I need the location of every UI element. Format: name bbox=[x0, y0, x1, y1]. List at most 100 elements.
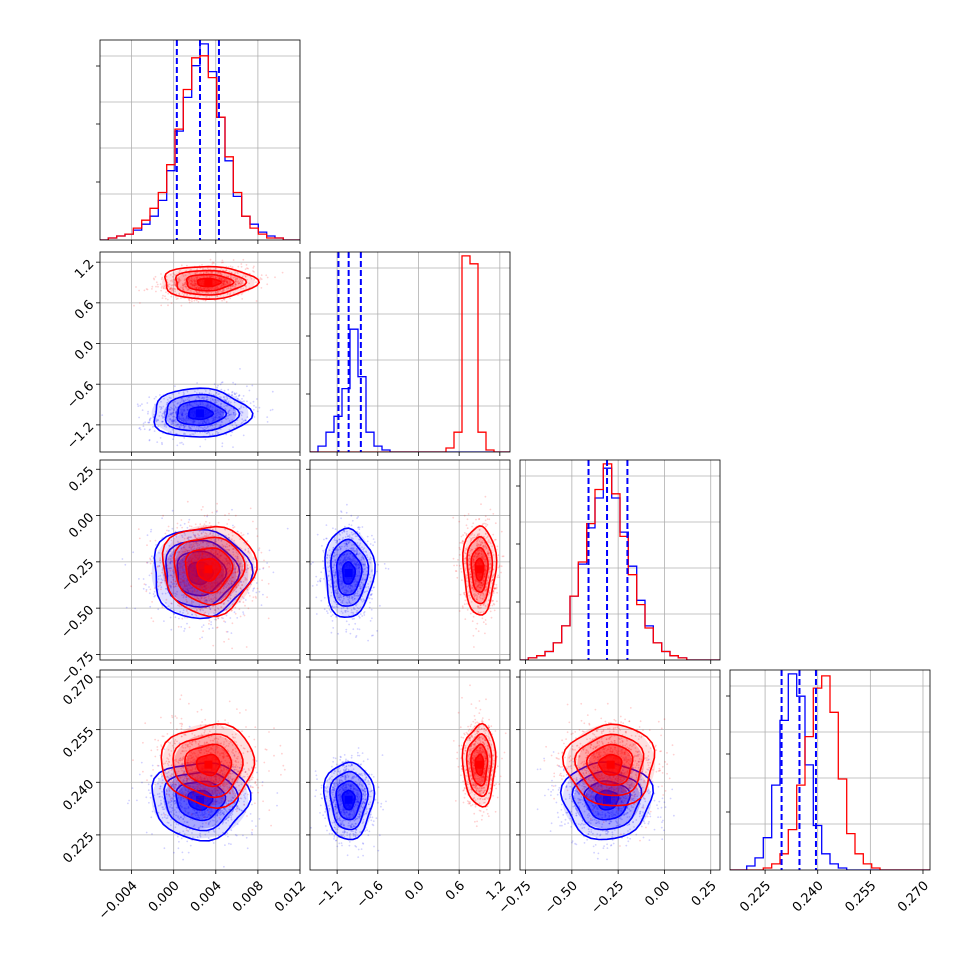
scatter-point bbox=[198, 290, 201, 293]
scatter-point bbox=[220, 273, 223, 276]
scatter-point bbox=[215, 422, 218, 425]
scatter-point bbox=[210, 275, 213, 278]
scatter-point bbox=[354, 622, 357, 625]
scatter-point bbox=[206, 599, 208, 602]
scatter-point bbox=[197, 396, 200, 399]
scatter-point bbox=[232, 413, 235, 416]
scatter-point bbox=[312, 561, 314, 564]
scatter-point bbox=[186, 500, 189, 503]
scatter-point bbox=[205, 288, 208, 290]
scatter-point bbox=[154, 275, 157, 278]
scatter-point bbox=[205, 599, 207, 601]
scatter-point bbox=[210, 275, 213, 277]
scatter-point bbox=[185, 412, 188, 415]
scatter-point bbox=[158, 405, 161, 408]
scatter-point bbox=[224, 283, 227, 285]
scatter-point bbox=[195, 428, 197, 431]
scatter-point bbox=[372, 544, 374, 547]
scatter-point bbox=[205, 398, 208, 401]
scatter-point bbox=[245, 646, 248, 648]
scatter-point bbox=[191, 298, 193, 301]
scatter-point bbox=[234, 271, 237, 274]
scatter-point bbox=[237, 282, 240, 285]
scatter-point bbox=[240, 406, 242, 409]
scatter-point bbox=[484, 515, 487, 518]
scatter-point bbox=[469, 612, 472, 615]
scatter-point bbox=[183, 571, 186, 574]
scatter-point bbox=[179, 566, 182, 569]
scatter-point bbox=[201, 401, 204, 404]
scatter-point bbox=[195, 276, 197, 278]
scatter-point bbox=[188, 403, 191, 406]
scatter-point bbox=[205, 272, 208, 274]
scatter-point bbox=[262, 567, 265, 570]
scatter-point bbox=[170, 286, 173, 289]
scatter-point bbox=[210, 623, 213, 626]
scatter-point bbox=[357, 526, 359, 529]
scatter-point bbox=[164, 536, 167, 538]
scatter-point bbox=[219, 554, 222, 557]
scatter-point bbox=[151, 426, 154, 428]
scatter-point bbox=[211, 556, 214, 559]
scatter-point bbox=[236, 278, 239, 281]
scatter-point bbox=[222, 279, 225, 282]
scatter-point bbox=[274, 276, 276, 279]
scatter-point bbox=[220, 290, 223, 293]
scatter-point bbox=[337, 632, 339, 635]
scatter-point bbox=[160, 400, 162, 403]
scatter-point bbox=[184, 399, 187, 402]
scatter-point bbox=[238, 608, 241, 611]
scatter-point bbox=[183, 532, 186, 534]
scatter-point bbox=[190, 560, 193, 563]
scatter-point bbox=[183, 281, 186, 284]
scatter-point bbox=[244, 268, 247, 271]
scatter-point bbox=[163, 423, 166, 425]
scatter-point bbox=[150, 617, 153, 619]
scatter-point bbox=[243, 614, 246, 617]
scatter-point bbox=[387, 568, 390, 570]
scatter-point bbox=[230, 287, 232, 290]
scatter-point bbox=[205, 420, 208, 422]
scatter-point bbox=[367, 639, 369, 642]
scatter-point bbox=[195, 287, 198, 289]
scatter-point bbox=[234, 606, 237, 609]
scatter-point bbox=[229, 598, 232, 600]
scatter-point bbox=[384, 567, 387, 570]
scatter-point bbox=[198, 425, 201, 428]
scatter-point bbox=[191, 286, 194, 289]
scatter-point bbox=[205, 427, 208, 430]
scatter-point bbox=[188, 399, 191, 402]
scatter-point bbox=[203, 421, 206, 423]
scatter-point bbox=[174, 418, 177, 421]
scatter-point bbox=[150, 530, 152, 533]
scatter-point bbox=[191, 283, 194, 286]
scatter-point bbox=[223, 398, 226, 400]
scatter-point bbox=[222, 396, 225, 399]
scatter-point bbox=[153, 587, 156, 590]
scatter-point bbox=[212, 581, 215, 584]
scatter-point bbox=[220, 405, 222, 408]
scatter-point bbox=[247, 607, 250, 610]
scatter-point bbox=[185, 270, 188, 272]
scatter-point bbox=[180, 626, 183, 628]
scatter-point bbox=[172, 290, 175, 292]
scatter-point bbox=[272, 571, 275, 574]
scatter-point bbox=[211, 408, 214, 411]
scatter-point bbox=[160, 578, 163, 581]
scatter-point bbox=[214, 538, 217, 541]
scatter-point bbox=[258, 278, 261, 281]
scatter-point bbox=[232, 284, 235, 287]
scatter-point bbox=[159, 411, 162, 413]
scatter-point bbox=[214, 416, 216, 419]
scatter-point bbox=[182, 609, 185, 612]
scatter-point bbox=[215, 618, 218, 621]
scatter-point bbox=[205, 599, 208, 602]
scatter-point bbox=[226, 405, 229, 407]
scatter-point bbox=[159, 437, 162, 439]
scatter-point bbox=[182, 568, 184, 570]
scatter-point bbox=[160, 408, 162, 411]
scatter-point bbox=[192, 533, 195, 536]
scatter-point bbox=[173, 415, 176, 418]
scatter-point bbox=[172, 553, 175, 556]
scatter-point bbox=[197, 291, 199, 294]
